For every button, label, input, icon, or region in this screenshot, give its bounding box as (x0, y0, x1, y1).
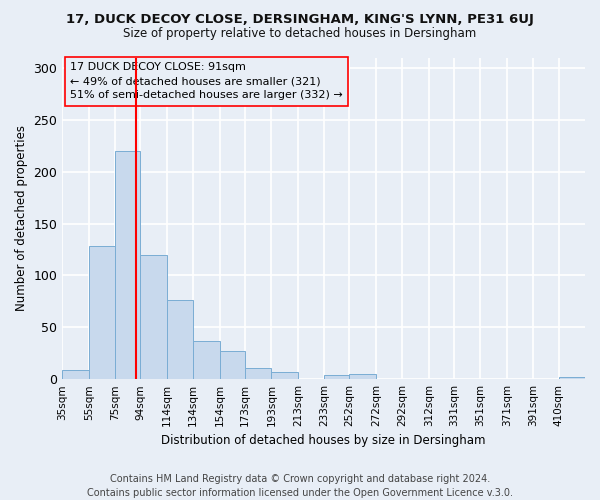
Bar (140, 254, 167, 379)
Bar (193, 341, 220, 379)
Bar (349, 374, 376, 379)
Text: Contains HM Land Registry data © Crown copyright and database right 2024.
Contai: Contains HM Land Registry data © Crown c… (87, 474, 513, 498)
Bar (559, 377, 585, 379)
Bar (167, 300, 193, 379)
Bar (245, 368, 271, 379)
Bar (271, 372, 298, 379)
X-axis label: Distribution of detached houses by size in Dersingham: Distribution of detached houses by size … (161, 434, 486, 448)
Text: 17, DUCK DECOY CLOSE, DERSINGHAM, KING'S LYNN, PE31 6UJ: 17, DUCK DECOY CLOSE, DERSINGHAM, KING'S… (66, 12, 534, 26)
Bar (115, 151, 140, 379)
Text: Size of property relative to detached houses in Dersingham: Size of property relative to detached ho… (124, 28, 476, 40)
Bar (325, 375, 349, 379)
Bar (62, 370, 89, 379)
Y-axis label: Number of detached properties: Number of detached properties (15, 126, 28, 312)
Text: 17 DUCK DECOY CLOSE: 91sqm
← 49% of detached houses are smaller (321)
51% of sem: 17 DUCK DECOY CLOSE: 91sqm ← 49% of deta… (70, 62, 343, 100)
Bar (220, 351, 245, 379)
Bar (89, 246, 115, 379)
